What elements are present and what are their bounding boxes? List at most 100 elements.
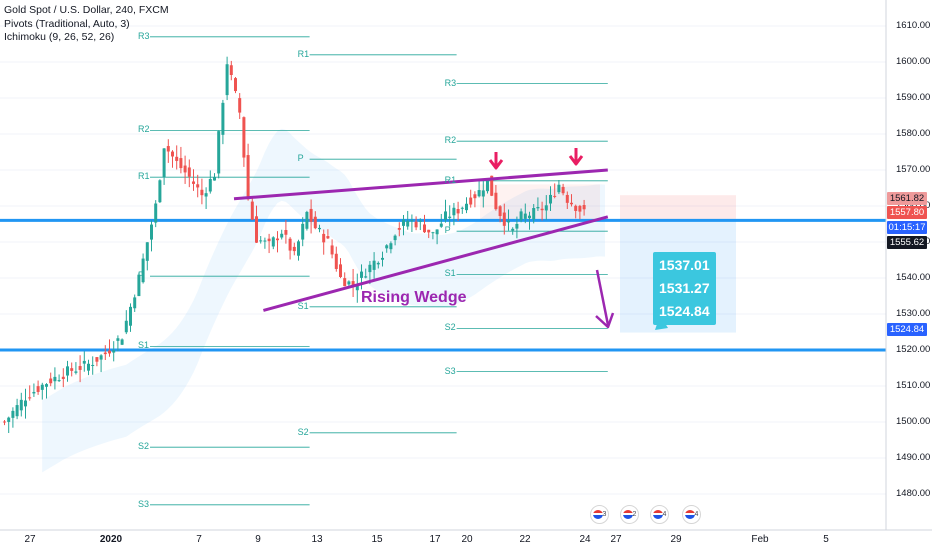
candle	[318, 224, 321, 233]
wedge-lower-line[interactable]	[263, 215, 609, 312]
badge-high: 1561.82	[887, 192, 927, 205]
top-marker-arrow-icon[interactable]	[568, 148, 584, 166]
candle	[7, 416, 11, 434]
event-marker-1[interactable]: 3	[590, 505, 609, 524]
event-marker-2[interactable]: 2	[620, 505, 639, 524]
candle-body	[61, 376, 65, 379]
candle-body	[78, 366, 82, 370]
candle-body	[582, 205, 586, 210]
price-tick-label: 1540.00	[896, 272, 931, 283]
candle	[549, 186, 552, 212]
horizontal-support-lines[interactable]	[0, 218, 886, 352]
candle	[120, 338, 124, 346]
target-3: 1524.84	[659, 303, 710, 319]
pivot-label: S2	[297, 426, 309, 437]
candle-body	[263, 240, 267, 242]
candle	[574, 204, 578, 219]
candle	[158, 179, 162, 204]
pivot-label: S1	[297, 300, 309, 311]
candle	[99, 354, 103, 373]
candle	[511, 227, 515, 235]
target-callout[interactable]: 1537.01 1531.27 1524.84	[653, 252, 716, 325]
candle	[544, 195, 548, 220]
time-tick-label: 7	[196, 534, 202, 545]
candle-body	[309, 208, 313, 222]
candle-body	[192, 181, 195, 184]
candle	[486, 178, 489, 194]
candle	[448, 205, 452, 227]
candle-body	[397, 228, 401, 230]
candle-body	[36, 386, 40, 392]
candle	[11, 407, 15, 428]
pivot-label: R2	[444, 135, 457, 146]
candle	[477, 179, 481, 198]
legend-pivots[interactable]: Pivots (Traditional, Auto, 3)	[4, 17, 130, 30]
candle	[339, 258, 342, 279]
event-marker-3[interactable]: 4	[650, 505, 669, 524]
candle-body	[406, 220, 410, 227]
pivot-label: S1	[138, 340, 150, 351]
candle	[423, 214, 426, 234]
event-marker-4[interactable]: 4	[682, 505, 701, 524]
candle-body	[385, 245, 389, 249]
candle	[456, 201, 460, 221]
candle-body	[108, 350, 111, 354]
legend-ichimoku[interactable]: Ichimoku (9, 26, 52, 26)	[4, 31, 115, 43]
candle	[267, 233, 271, 254]
candle	[82, 351, 86, 372]
us-flag-icon	[623, 510, 633, 519]
candle-body	[120, 339, 124, 345]
candle-body	[305, 211, 309, 229]
candle	[141, 253, 145, 284]
candle	[137, 272, 141, 297]
candle-body	[28, 397, 32, 399]
time-tick-label: 22	[519, 534, 531, 545]
candle-body	[124, 320, 128, 333]
candle-body	[242, 117, 246, 158]
candle-body	[364, 276, 368, 278]
candle	[179, 146, 183, 174]
candle	[3, 420, 6, 426]
candle	[45, 383, 48, 399]
candlesticks	[3, 56, 586, 434]
candle	[519, 208, 523, 223]
wedge-upper-line[interactable]	[233, 168, 608, 201]
candle-body	[162, 148, 166, 178]
candle	[175, 145, 179, 170]
time-tick-label: 27	[610, 534, 622, 545]
projection-arrow-line[interactable]	[595, 269, 610, 326]
candle-body	[435, 229, 439, 235]
candle	[53, 367, 57, 390]
candle	[444, 199, 447, 223]
candle-body	[32, 391, 36, 394]
candle-body	[477, 190, 481, 197]
candle-body	[74, 371, 78, 373]
pivot-label: S1	[444, 268, 456, 279]
candle	[276, 231, 279, 253]
drawings[interactable]	[233, 148, 668, 330]
rising-wedge-label[interactable]: Rising Wedge	[361, 289, 467, 306]
candle	[364, 268, 368, 279]
top-marker-arrow-icon[interactable]	[488, 152, 504, 170]
candle	[162, 148, 166, 185]
candle-body	[498, 206, 502, 217]
candle	[494, 185, 498, 211]
candle-body	[351, 281, 355, 286]
pivot-label: P	[138, 270, 145, 281]
candle	[192, 169, 195, 191]
candle	[166, 139, 170, 163]
candle-body	[11, 410, 15, 418]
candle-body	[574, 205, 578, 211]
legend-symbol[interactable]: Gold Spot / U.S. Dollar, 240, FXCM	[4, 4, 169, 16]
candle-body	[473, 194, 477, 199]
candle-body	[57, 380, 61, 382]
candle-body	[112, 350, 116, 353]
candle-body	[427, 229, 431, 233]
candle-body	[246, 155, 250, 200]
price-tick-label: 1510.00	[896, 380, 931, 391]
pivot-label: S3	[444, 365, 456, 376]
candle-body	[561, 186, 565, 194]
candle-body	[557, 184, 561, 193]
candle-body	[322, 233, 326, 243]
